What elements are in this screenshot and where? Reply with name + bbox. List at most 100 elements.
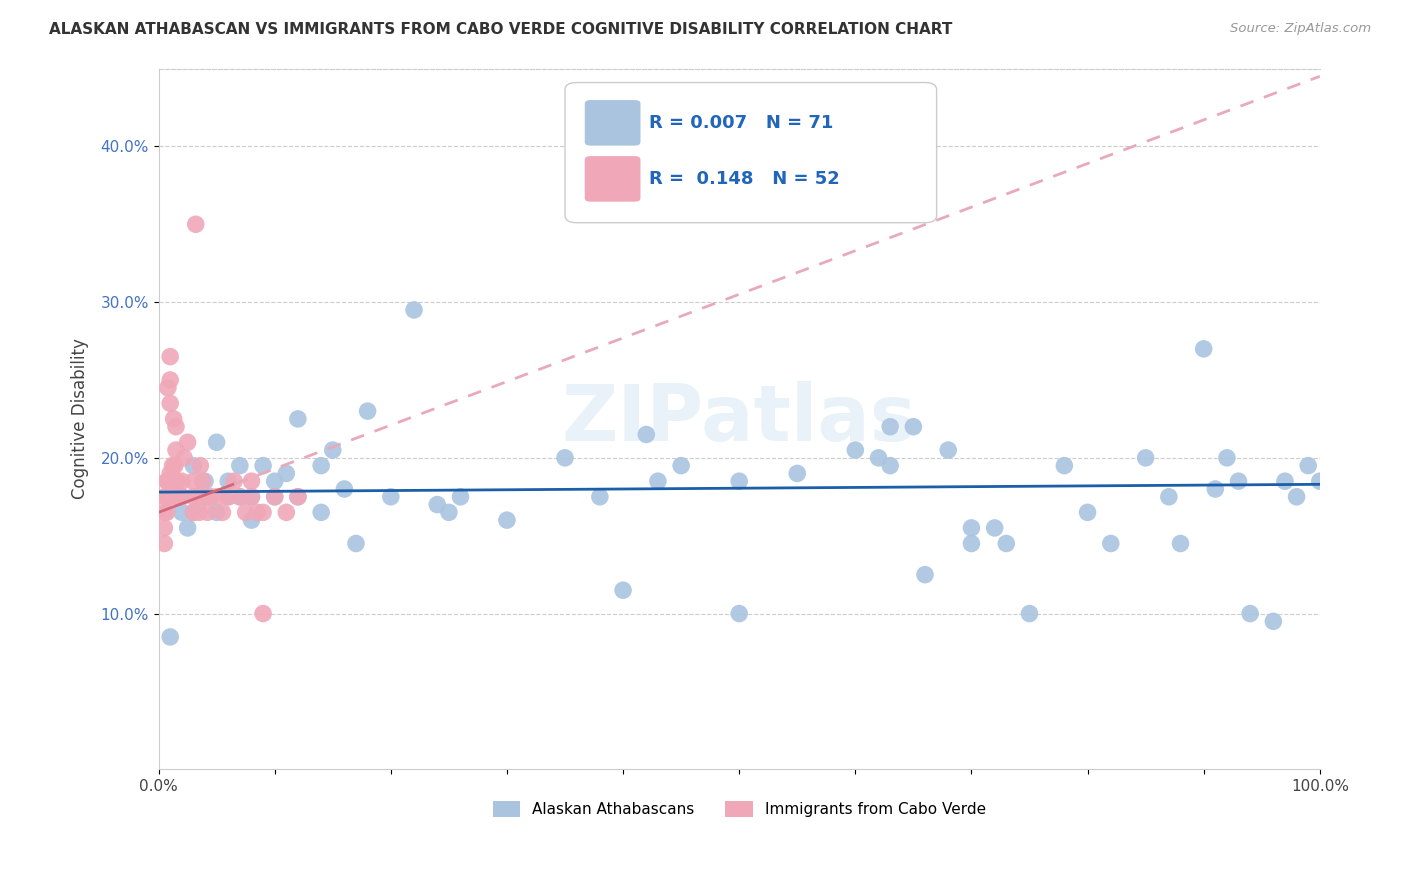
Point (217, 490, 239, 504)
Point (183, 490, 205, 504)
Point (156, 490, 179, 504)
Point (983, 521, 1005, 535)
Point (995, 536, 1018, 550)
Point (211, 505, 233, 519)
Point (252, 505, 274, 519)
Point (194, 490, 217, 504)
Point (936, 443, 959, 458)
Point (246, 505, 269, 519)
Point (200, 490, 222, 504)
Point (165, 419, 187, 434)
Text: R = 0.007   N = 71: R = 0.007 N = 71 (648, 114, 832, 132)
Point (309, 458, 332, 473)
Point (647, 474, 669, 488)
Point (1285, 490, 1308, 504)
Point (195, 505, 218, 519)
Point (344, 536, 367, 550)
Point (183, 458, 205, 473)
Point (1227, 474, 1250, 488)
Text: ZIPatlas: ZIPatlas (561, 381, 917, 457)
Point (183, 505, 205, 519)
Point (170, 490, 193, 504)
Point (356, 404, 378, 418)
Point (903, 419, 925, 434)
Point (669, 458, 692, 473)
Point (163, 412, 186, 426)
Point (914, 567, 936, 582)
Text: ALASKAN ATHABASCAN VS IMMIGRANTS FROM CABO VERDE COGNITIVE DISABILITY CORRELATIO: ALASKAN ATHABASCAN VS IMMIGRANTS FROM CA… (49, 22, 953, 37)
Point (728, 474, 751, 488)
Point (263, 474, 285, 488)
Point (960, 536, 983, 550)
Point (960, 521, 983, 535)
Point (167, 490, 190, 504)
Point (1192, 342, 1215, 356)
Point (222, 474, 245, 488)
Point (156, 381, 179, 395)
Point (156, 474, 179, 488)
Point (728, 607, 751, 621)
Point (450, 490, 472, 504)
Point (229, 490, 252, 504)
Point (162, 482, 184, 496)
Point (589, 490, 612, 504)
Point (153, 521, 176, 535)
Text: Source: ZipAtlas.com: Source: ZipAtlas.com (1230, 22, 1371, 36)
Point (156, 505, 179, 519)
Legend: Alaskan Athabascans, Immigrants from Cabo Verde: Alaskan Athabascans, Immigrants from Cab… (485, 794, 994, 825)
Point (194, 490, 217, 504)
Point (1099, 536, 1122, 550)
Point (166, 474, 188, 488)
Point (217, 474, 239, 488)
Point (176, 435, 198, 450)
Point (184, 217, 207, 231)
Point (205, 490, 228, 504)
Point (844, 443, 866, 458)
Point (173, 450, 195, 465)
FancyBboxPatch shape (565, 83, 936, 223)
Point (170, 474, 193, 488)
Point (333, 482, 356, 496)
Point (190, 458, 212, 473)
Point (163, 490, 186, 504)
Point (1204, 482, 1226, 496)
Point (1274, 474, 1296, 488)
Point (159, 350, 181, 364)
Point (240, 490, 263, 504)
Point (309, 505, 332, 519)
Point (426, 498, 449, 512)
FancyBboxPatch shape (585, 156, 641, 202)
Point (1296, 458, 1319, 473)
Point (636, 427, 658, 442)
Point (163, 458, 186, 473)
Point (1239, 607, 1261, 621)
Point (437, 505, 460, 519)
FancyBboxPatch shape (585, 100, 641, 145)
Point (1077, 505, 1099, 519)
Point (252, 458, 274, 473)
Point (263, 490, 285, 504)
Point (183, 505, 205, 519)
Text: R =  0.148   N = 52: R = 0.148 N = 52 (648, 170, 839, 188)
Point (188, 505, 211, 519)
Point (229, 490, 252, 504)
Point (287, 490, 309, 504)
Point (380, 490, 402, 504)
Point (496, 513, 519, 527)
Point (252, 607, 274, 621)
Point (229, 458, 252, 473)
Point (157, 490, 180, 504)
Point (240, 513, 263, 527)
Point (1053, 458, 1076, 473)
Point (612, 583, 634, 598)
Point (235, 505, 257, 519)
Point (879, 458, 901, 473)
Point (159, 373, 181, 387)
Point (1170, 536, 1192, 550)
Point (868, 450, 890, 465)
Point (205, 505, 228, 519)
Point (165, 443, 187, 458)
Point (276, 467, 298, 481)
Point (217, 490, 239, 504)
Point (170, 490, 193, 504)
